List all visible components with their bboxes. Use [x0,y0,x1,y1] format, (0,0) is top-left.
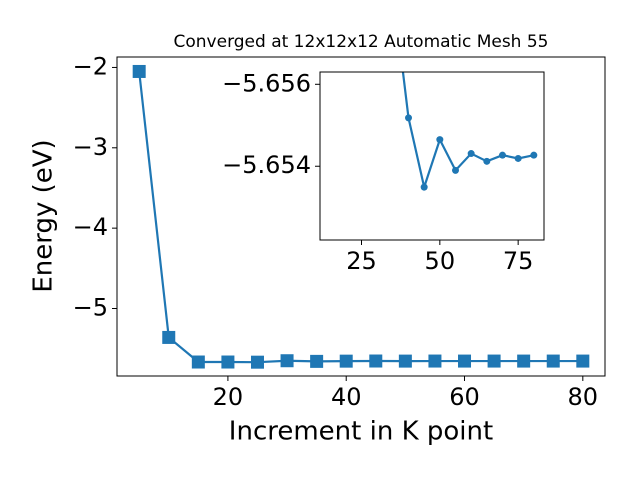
y-tick-label: −3 [73,133,108,161]
data-point [458,354,472,368]
data-point [546,354,560,368]
data-point [398,354,412,368]
axes-frame [319,71,545,241]
y-tick-label: −5.654 [222,151,311,179]
data-point [514,154,522,162]
data-point [483,157,491,165]
x-tick-label: 20 [213,383,244,411]
data-point [498,151,506,159]
data-point [162,330,176,344]
y-tick-label: −5.656 [222,69,311,97]
axes-frame [116,56,606,377]
data-point [339,354,353,368]
data-point [221,355,235,369]
x-tick-label: 50 [425,247,456,275]
data-point [369,354,383,368]
data-point [436,136,444,144]
plot-content [401,72,538,192]
data-line [401,72,535,192]
data-point [451,166,459,174]
x-tick-label: 25 [346,247,377,275]
y-axis-label: Energy (eV) [29,139,59,292]
y-tick-label: −5 [73,294,108,322]
x-tick-label: 75 [503,247,534,275]
data-point [250,355,264,369]
plot-content [132,64,590,369]
data-point [428,354,442,368]
data-point [132,64,146,78]
x-tick-label: 60 [449,383,480,411]
data-point [420,183,428,191]
data-point [576,354,590,368]
x-axis-label: Increment in K point [229,417,493,447]
chart-title: Converged at 12x12x12 Automatic Mesh 55 [174,32,549,52]
data-point [405,114,413,122]
data-point [517,354,531,368]
data-point [310,354,324,368]
data-point [280,354,294,368]
data-point [191,355,205,369]
data-line [138,71,583,364]
data-point [467,150,475,158]
x-tick-label: 80 [568,383,599,411]
data-point [530,151,538,159]
data-point [487,354,501,368]
x-tick-label: 40 [331,383,362,411]
y-tick-label: −4 [73,213,108,241]
y-tick-label: −2 [73,52,108,80]
